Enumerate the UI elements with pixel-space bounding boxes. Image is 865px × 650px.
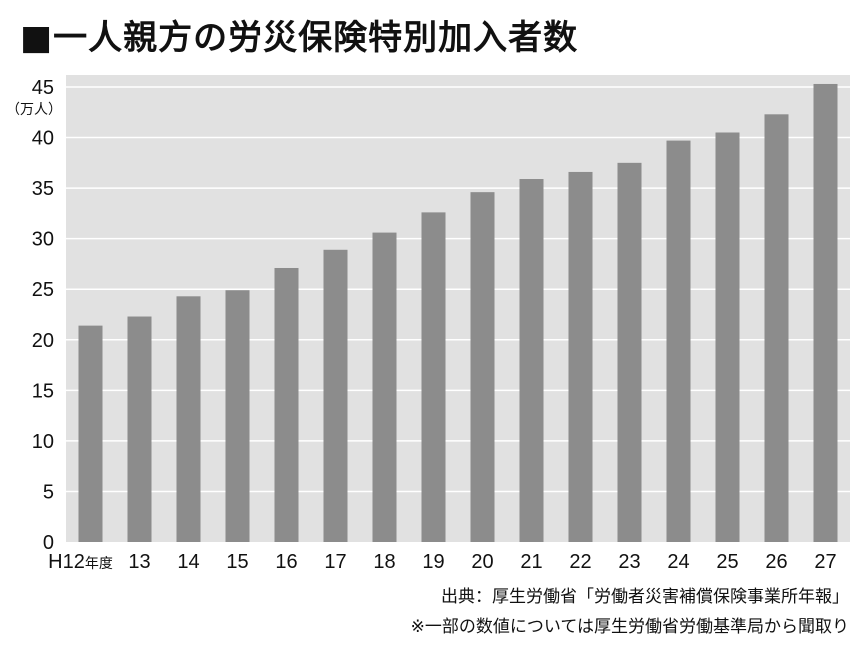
x-tick-label: 13 xyxy=(128,551,150,573)
x-tick-label: 26 xyxy=(765,551,787,573)
bar xyxy=(715,132,740,542)
x-tick-label: 20 xyxy=(471,551,493,573)
chart-title-text: ■一人親方の労災保険特別加入者数 xyxy=(20,17,579,58)
bar xyxy=(225,290,250,542)
bar xyxy=(813,83,838,542)
y-tick-label: 0 xyxy=(43,532,54,554)
x-tick-label: 14 xyxy=(177,551,199,573)
bar xyxy=(519,179,544,542)
x-tick-label: 15 xyxy=(226,551,248,573)
x-axis-ticks: H12年度 13 14 15 16 17 18 19 20 21 22 23 24 25 26 27 xyxy=(48,551,836,573)
y-tick-label: 10 xyxy=(32,431,54,453)
x-tick-label: 17 xyxy=(324,551,346,573)
bar xyxy=(421,212,446,542)
y-tick-label: 5 xyxy=(43,481,54,503)
x-tick-label: 24 xyxy=(667,551,689,573)
x-tick-label: 19 xyxy=(422,551,444,573)
bar xyxy=(764,114,789,543)
x-tick-label: 21 xyxy=(520,551,542,573)
y-tick-label: 35 xyxy=(32,178,54,200)
bar xyxy=(323,249,348,543)
bar xyxy=(274,267,299,542)
y-tick-label: 20 xyxy=(32,330,54,352)
bar xyxy=(617,162,642,543)
x-tick-label: 18 xyxy=(373,551,395,573)
x-tick-label: 16 xyxy=(275,551,297,573)
bar xyxy=(666,140,691,543)
bar xyxy=(78,325,103,542)
footnote: ※一部の数値については厚生労働省労働基準局から聞取り xyxy=(410,617,849,637)
x-tick-label: H12年度 xyxy=(48,551,113,573)
y-tick-label: 25 xyxy=(32,279,54,301)
y-axis-ticks: 0 5 10 15 20 25 30 35 40 45 xyxy=(32,77,54,554)
bar xyxy=(372,232,397,542)
chart-title: ■一人親方の労災保険特別加入者数 xyxy=(20,8,850,60)
bar xyxy=(127,316,152,542)
y-tick-label: 30 xyxy=(32,229,54,251)
x-tick-label: 27 xyxy=(814,551,836,573)
x-tick-suffix: 年度 xyxy=(85,555,113,571)
source-note: 出典：厚生労働省「労働者災害補償保険事業所年報」 xyxy=(441,587,849,607)
y-tick-label: 40 xyxy=(32,128,54,150)
y-tick-label: 15 xyxy=(32,380,54,402)
y-axis-unit-label: （万人） xyxy=(6,102,62,118)
y-tick-label: 45 xyxy=(32,77,54,99)
x-tick-label: 25 xyxy=(716,551,738,573)
bar xyxy=(470,192,495,542)
bar xyxy=(568,171,593,542)
x-tick-label: 22 xyxy=(569,551,591,573)
bars xyxy=(78,83,838,543)
bar xyxy=(176,296,201,542)
x-tick-label: 23 xyxy=(618,551,640,573)
